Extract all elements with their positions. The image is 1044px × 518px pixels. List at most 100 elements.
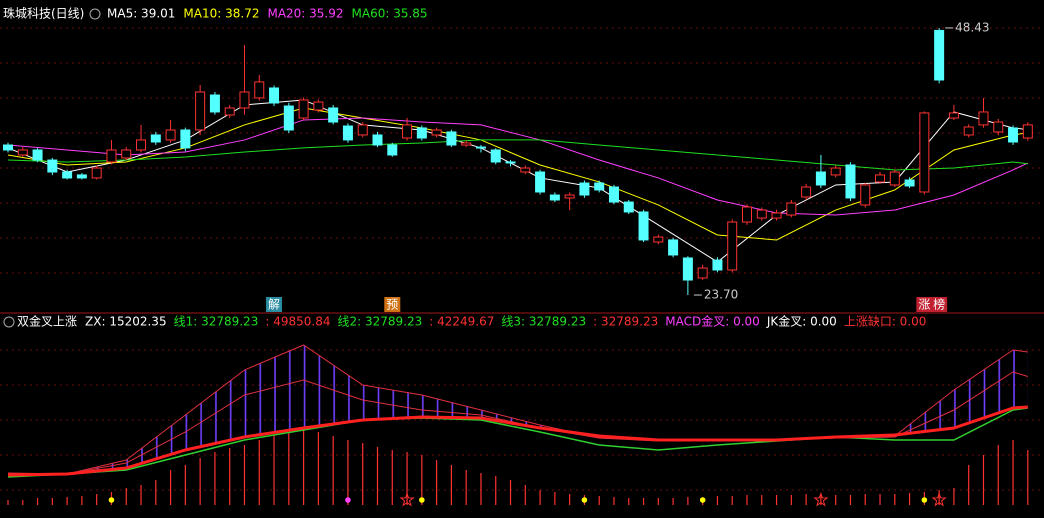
candle-body: [269, 87, 280, 104]
candle-body: [121, 149, 132, 159]
candle-body: [328, 107, 339, 123]
candle-body: [978, 111, 989, 126]
candle-body: [209, 94, 220, 113]
candle-body: [727, 221, 738, 271]
legend-entry: 线3: 32789.23: [501, 315, 586, 329]
indicator-title: 双金叉上涨: [17, 314, 77, 329]
candle-body: [697, 267, 708, 279]
extreme-label: 48.43: [955, 20, 989, 34]
candle-body: [298, 99, 309, 119]
legend-entry: MACD金叉: 0.00: [665, 314, 760, 329]
candle-body: [1022, 124, 1033, 139]
settings-icon[interactable]: [89, 8, 101, 20]
candle-body: [47, 159, 58, 173]
candle-body: [963, 126, 974, 136]
legend-entry: MA10: 38.72: [183, 7, 259, 21]
candle-body: [446, 131, 457, 146]
signal-dot: [699, 497, 706, 503]
candle-body: [712, 259, 723, 271]
candle-body: [402, 124, 413, 139]
candle-body: [845, 164, 856, 199]
candle-body: [608, 186, 619, 203]
candle-body: [372, 134, 383, 146]
candle-body: [875, 174, 886, 183]
candle-body: [771, 212, 782, 219]
signal-tag-box: [266, 297, 283, 312]
candle-body: [239, 91, 250, 109]
candle-body: [431, 129, 442, 136]
signal-star: [399, 491, 415, 507]
legend-entry: JK金叉: 0.00: [766, 314, 837, 329]
candle-body: [801, 186, 812, 198]
signal-dot: [581, 497, 588, 503]
legend-entry: : 49850.84: [265, 315, 330, 329]
candle-body: [564, 194, 575, 199]
candle-body: [254, 81, 265, 99]
candle-body: [461, 142, 472, 146]
legend-entry: : 42249.67: [429, 315, 494, 329]
candle-body: [904, 179, 915, 187]
legend-entry: MA5: 39.01: [107, 7, 175, 21]
settings-icon[interactable]: [3, 316, 15, 328]
legend-entry: 线1: 32789.23: [174, 315, 259, 329]
candle-body: [948, 112, 959, 119]
candle-body: [180, 129, 191, 149]
signal-star: [931, 491, 947, 507]
legend-entry: : 32789.23: [593, 315, 658, 329]
candle-body: [387, 144, 398, 156]
candle-body: [32, 149, 43, 161]
candle-body: [860, 184, 871, 206]
candle-body: [313, 101, 324, 111]
candle-body: [91, 167, 102, 179]
candle-body: [195, 91, 206, 131]
candle-body: [283, 105, 294, 131]
signal-dot: [921, 497, 928, 503]
candle-body: [475, 146, 486, 149]
candle-body: [106, 149, 117, 163]
candle-body: [535, 171, 546, 193]
signal-tag: 预: [386, 298, 398, 312]
hatch-band: [8, 345, 1028, 475]
candle-body: [756, 209, 767, 219]
candle-body: [623, 201, 634, 213]
legend-entry: ZX: 15202.35: [85, 315, 167, 329]
signal-tag: 涨: [918, 297, 930, 312]
indicator-line: [7, 407, 1028, 478]
candle-body: [165, 129, 176, 141]
signal-dot: [345, 497, 351, 503]
signal-tag: 榜: [933, 297, 945, 312]
candle-body: [668, 239, 679, 256]
candle-body: [742, 206, 752, 223]
candle-body: [815, 171, 826, 186]
candle-body: [934, 29, 945, 81]
signal-tag-box: [931, 297, 948, 312]
candle-body: [416, 127, 427, 139]
candle-body: [1008, 127, 1019, 143]
candle-body: [342, 125, 353, 141]
candle-body: [490, 149, 501, 163]
signal-star: [813, 491, 829, 507]
legend-entry: MA20: 35.92: [267, 7, 343, 21]
candle-body: [17, 149, 28, 156]
candle-body: [638, 211, 649, 241]
legend-entry: MA60: 35.85: [352, 7, 428, 21]
candle-body: [653, 236, 664, 243]
candle-body: [682, 257, 693, 281]
candle-body: [136, 139, 147, 151]
candle-body: [520, 167, 531, 173]
signal-tag-box: [384, 297, 401, 312]
candle-body: [919, 112, 930, 193]
candle-body: [889, 171, 900, 186]
candle-body: [594, 182, 605, 191]
candle-body: [62, 171, 73, 179]
candle-body: [505, 161, 516, 164]
candle-body: [150, 134, 161, 143]
legend-entry: 线2: 32789.23: [337, 315, 422, 329]
signal-dot: [108, 497, 115, 503]
candle-body: [76, 174, 87, 179]
extreme-label: 23.70: [704, 288, 738, 302]
legend-entry: 上涨缺口: 0.00: [844, 314, 927, 329]
signal-tag: 解: [268, 298, 280, 312]
candle-body: [786, 202, 797, 216]
